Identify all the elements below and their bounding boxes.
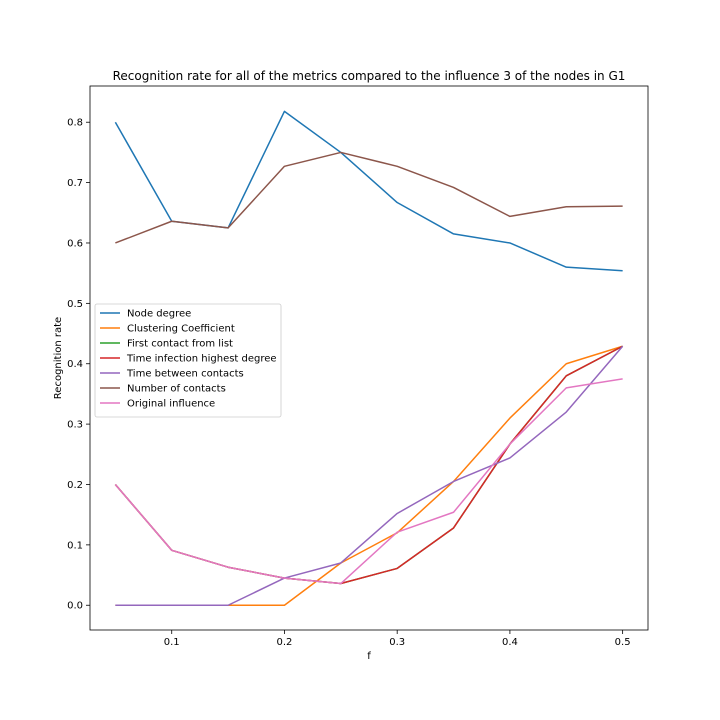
x-tick-label: 0.3 [389, 637, 405, 648]
legend: Node degree Clustering Coefficient First c… [94, 303, 282, 418]
legend-label: First contact from list [127, 339, 233, 350]
y-tick-label: 0.4 [67, 359, 83, 370]
legend-label: Clustering Coefficient [127, 324, 235, 335]
y-tick-label: 0.1 [67, 540, 83, 551]
x-tick-label: 0.2 [277, 637, 293, 648]
y-tick-label: 0.5 [67, 299, 83, 310]
x-axis: 0.1 0.2 0.3 0.4 0.5 [164, 630, 631, 648]
x-tick-label: 0.5 [615, 637, 631, 648]
legend-label: Node degree [127, 309, 191, 320]
legend-label: Time between contacts [126, 369, 244, 380]
y-tick-label: 0.6 [67, 238, 83, 249]
legend-label: Original influence [127, 399, 215, 410]
series-line-original-influence [114, 378, 623, 585]
legend-label: Time infection highest degree [126, 354, 277, 365]
legend-label: Number of contacts [127, 384, 226, 395]
legend-box [94, 303, 282, 418]
series-line-time-between-contacts [115, 345, 624, 606]
y-tick-label: 0.8 [67, 118, 83, 129]
y-axis-label: Recognition rate [53, 317, 64, 399]
chart-title: Recognition rate for all of the metrics … [113, 69, 626, 83]
y-tick-label: 0.2 [67, 480, 83, 491]
series-line-number-of-contacts [115, 151, 623, 244]
y-tick-label: 0.0 [67, 601, 83, 612]
series-lines [114, 110, 624, 606]
y-tick-label: 0.3 [67, 420, 83, 431]
y-tick-label: 0.7 [67, 178, 83, 189]
x-tick-label: 0.1 [164, 637, 180, 648]
x-tick-label: 0.4 [502, 637, 518, 648]
y-axis: 0.0 0.1 0.2 0.3 0.4 0.5 0.6 0.7 0.8 [67, 118, 90, 612]
x-axis-label: f [367, 651, 371, 662]
plot-frame [89, 85, 649, 631]
